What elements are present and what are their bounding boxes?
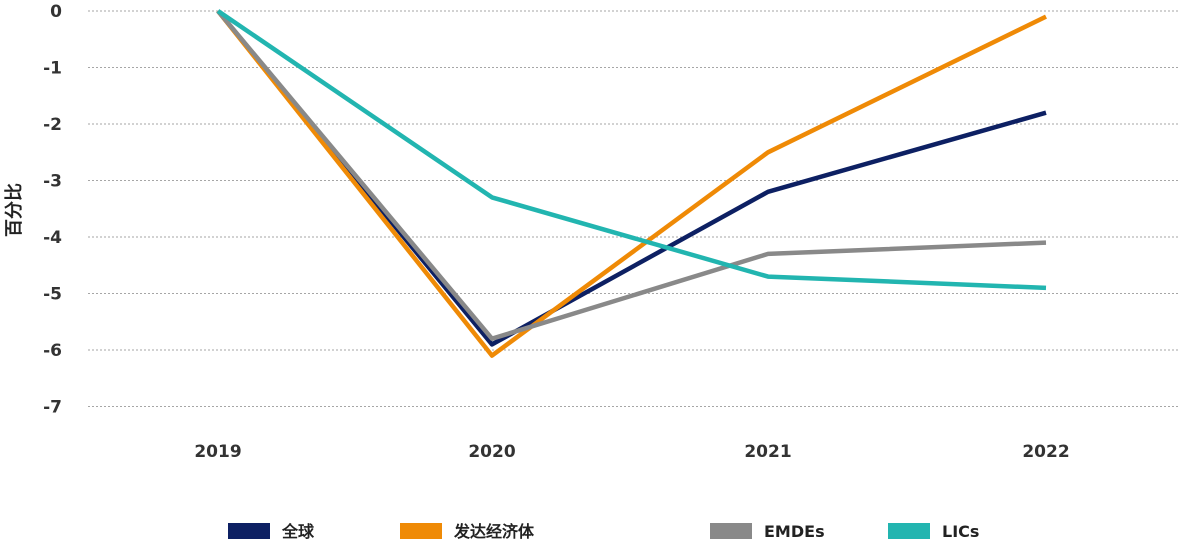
legend-label: LICs <box>942 522 979 541</box>
legend-label: 发达经济体 <box>453 522 535 541</box>
y-tick-label: 0 <box>50 2 62 22</box>
x-axis-ticks: 2019 2020 2021 2022 <box>194 442 1069 462</box>
x-tick-label: 2021 <box>744 442 791 462</box>
x-tick-label: 2020 <box>468 442 515 462</box>
legend: 全球 发达经济体 EMDEs LICs <box>228 522 979 541</box>
legend-swatch <box>710 523 752 539</box>
series-line-1 <box>216 9 1047 358</box>
x-tick-label: 2022 <box>1022 442 1069 462</box>
legend-label: 全球 <box>281 522 315 541</box>
y-tick-label: -3 <box>43 172 62 192</box>
y-tick-label: -1 <box>43 59 62 79</box>
y-tick-label: -4 <box>43 228 62 248</box>
y-axis-ticks: 0 -1 -2 -3 -4 -5 -6 -7 <box>43 2 62 418</box>
legend-swatch <box>888 523 930 539</box>
series-line-2 <box>216 9 1047 341</box>
legend-label: EMDEs <box>764 522 825 541</box>
legend-swatch <box>400 523 442 539</box>
x-tick-label: 2019 <box>194 442 241 462</box>
y-tick-label: -2 <box>43 115 62 135</box>
gridlines <box>88 10 1178 407</box>
y-tick-label: -7 <box>43 398 62 418</box>
y-tick-label: -5 <box>43 285 62 305</box>
series-lines <box>216 9 1047 358</box>
y-tick-label: -6 <box>43 341 62 361</box>
y-axis-label: 百分比 <box>4 183 25 237</box>
legend-swatch <box>228 523 270 539</box>
series-line-3 <box>216 9 1047 291</box>
